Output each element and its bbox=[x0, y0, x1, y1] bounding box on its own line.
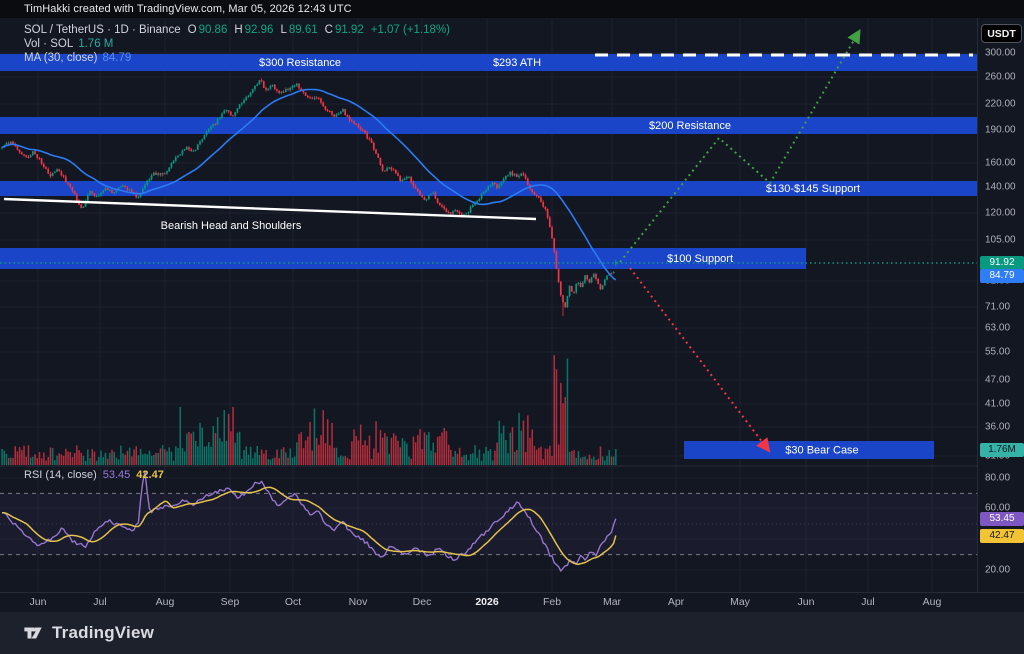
volume-value: 1.76 M bbox=[78, 38, 114, 50]
tradingview-brand[interactable]: TradingView bbox=[52, 623, 155, 642]
time-axis-label: Apr bbox=[667, 596, 685, 608]
price-axis-tick: 47.00 bbox=[985, 374, 1011, 386]
ohlc-open-value: 90.86 bbox=[198, 24, 228, 36]
price-axis-tick: 80.00 bbox=[985, 472, 1011, 484]
currency-toggle-button[interactable]: USDT bbox=[981, 24, 1022, 43]
price-axis-tick: 160.00 bbox=[985, 157, 1016, 169]
attribution-text: TimHakki created with TradingView.com, M… bbox=[24, 3, 352, 15]
time-axis-label: Aug bbox=[155, 596, 175, 608]
price-axis-tick: 120.00 bbox=[985, 207, 1016, 219]
time-axis-label: Sep bbox=[220, 596, 240, 608]
price-axis-tick: 36.00 bbox=[985, 421, 1011, 433]
ma-label[interactable]: MA (30, close) bbox=[24, 52, 98, 64]
zone-band-label: $300 Resistance bbox=[259, 57, 341, 69]
symbol-title[interactable]: SOL / TetherUS · 1D · Binance bbox=[24, 24, 181, 36]
price-axis-tick: 63.00 bbox=[985, 322, 1011, 334]
rsi-value: 53.45 bbox=[102, 469, 131, 481]
price-axis-tick: 260.00 bbox=[985, 71, 1016, 83]
zone-band-label: $100 Support bbox=[667, 253, 733, 265]
price-axis-tick: 105.00 bbox=[985, 234, 1016, 246]
ohlc-high-label: H bbox=[234, 24, 243, 36]
time-axis-label: Jul bbox=[861, 596, 875, 608]
ohlc-close-label: C bbox=[324, 24, 333, 36]
price-axis-tick: 60.00 bbox=[985, 502, 1011, 514]
ohlc-low-value: 89.61 bbox=[288, 24, 318, 36]
time-axis-label: Aug bbox=[922, 596, 942, 608]
price-axis-tick: 220.00 bbox=[985, 98, 1016, 110]
ohlc-close-value: 91.92 bbox=[334, 24, 364, 36]
last-price-badge: 91.92 bbox=[980, 256, 1024, 270]
rsi-ma-value: 42.47 bbox=[136, 469, 164, 481]
zone-band-label: $30 Bear Case bbox=[785, 445, 858, 457]
time-axis[interactable]: Jun Jul Aug Sep Oct Nov Dec 2026 Feb Mar Apr May Jun… bbox=[0, 592, 1024, 612]
attribution-bar: TimHakki created with TradingView.com, M… bbox=[0, 0, 1024, 18]
time-axis-label: Jun bbox=[797, 596, 815, 608]
rsi-legend: RSI (14, close) 53.45 42.47 bbox=[24, 469, 164, 481]
time-axis-label: 2026 bbox=[475, 596, 499, 608]
rsi-badge: 53.45 bbox=[980, 512, 1024, 526]
time-axis-label: Oct bbox=[284, 596, 302, 608]
tradingview-logo-icon[interactable] bbox=[22, 622, 44, 644]
volume-label[interactable]: Vol · SOL bbox=[24, 38, 74, 50]
zone-band-label: $200 Resistance bbox=[649, 120, 731, 132]
price-axis-tick: 71.00 bbox=[985, 301, 1011, 313]
time-axis-label: Jun bbox=[29, 596, 47, 608]
ma-value: 84.79 bbox=[102, 52, 132, 64]
time-axis-label: May bbox=[730, 596, 750, 608]
footer: TradingView bbox=[0, 612, 1024, 654]
time-axis-label: Mar bbox=[602, 596, 622, 608]
rsi-ma-badge: 42.47 bbox=[980, 529, 1024, 543]
time-axis-label: Feb bbox=[542, 596, 562, 608]
change-value: +1.07 (+1.18%) bbox=[370, 24, 450, 36]
ohlc-open-label: O bbox=[187, 24, 197, 36]
price-chart-canvas[interactable]: $300 Resistance $293 ATH $200 Resistance $1… bbox=[0, 18, 977, 592]
ma-price-badge: 84.79 bbox=[980, 269, 1024, 283]
time-axis-label: Dec bbox=[412, 596, 432, 608]
time-axis-label: Nov bbox=[348, 596, 368, 608]
price-axis[interactable]: USDT 300.00 260.00 220.00 190.00 160.00 140.0… bbox=[977, 18, 1024, 592]
price-axis-tick: 190.00 bbox=[985, 124, 1016, 136]
rsi-label[interactable]: RSI (14, close) bbox=[24, 469, 97, 481]
time-axis-label: Jul bbox=[93, 596, 107, 608]
chart-area[interactable]: $300 Resistance $293 ATH $200 Resistance $1… bbox=[0, 18, 1024, 592]
price-axis-tick: 20.00 bbox=[985, 564, 1011, 576]
symbol-legend: SOL / TetherUS · 1D · Binance O 90.86 H 92.9… bbox=[24, 23, 450, 65]
price-axis-tick: 140.00 bbox=[985, 181, 1016, 193]
ohlc-high-value: 92.96 bbox=[244, 24, 274, 36]
ohlc-low-label: L bbox=[280, 24, 287, 36]
price-axis-tick: 300.00 bbox=[985, 47, 1016, 59]
zone-band-label: $293 ATH bbox=[493, 57, 541, 69]
price-axis-tick: 55.00 bbox=[985, 346, 1011, 358]
volume-badge: 1.76M bbox=[980, 443, 1024, 457]
price-axis-tick: 41.00 bbox=[985, 398, 1011, 410]
head-and-shoulders-label: Bearish Head and Shoulders bbox=[161, 220, 302, 232]
zone-band-label: $130-$145 Support bbox=[766, 183, 860, 195]
